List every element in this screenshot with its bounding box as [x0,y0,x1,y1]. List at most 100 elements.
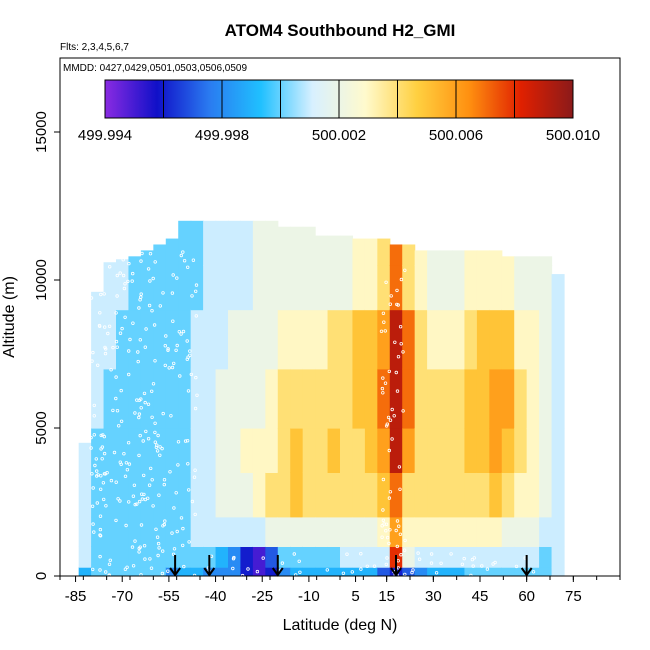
heatmap-cell [165,309,179,370]
heatmap-cell [140,265,154,311]
sample-point [359,567,363,571]
sample-point [381,311,386,315]
heatmap-cell [277,546,291,568]
heatmap-cell [377,567,391,576]
sample-point [116,424,121,428]
heatmap-cell [228,428,242,473]
sample-point [153,359,157,363]
sample-point [172,506,176,510]
heatmap-cell [476,516,490,547]
sample-point [179,332,183,336]
heatmap-cell [551,567,565,576]
sample-point [145,496,150,500]
sample-point [101,481,106,485]
heatmap-cell [501,516,515,547]
heatmap-cell [501,256,515,266]
heatmap-cell [252,546,266,568]
heatmap-cell [165,428,179,473]
heatmap-cell [78,442,92,473]
heatmap-cell [228,220,242,266]
x-tick-label: 15 [378,588,395,605]
heatmap-cell [439,309,453,370]
sample-point [98,568,102,572]
sample-point [161,291,165,295]
heatmap-cell [489,567,503,576]
heatmap-cell [140,368,154,429]
sample-point [99,292,103,297]
sample-point [410,570,414,575]
heatmap-cell [116,368,130,429]
sample-point [388,490,393,494]
sample-point [107,573,111,576]
heatmap-cell [352,238,366,266]
sample-point [394,528,398,533]
x-tick-label: -25 [251,588,273,605]
heatmap-cell [414,309,428,370]
heatmap-cell [190,567,204,576]
flight-arrow-head [169,567,181,577]
heatmap-cell [551,309,565,370]
sample-point [98,487,103,491]
sample-point [103,472,107,476]
sample-point [115,409,120,413]
heatmap-cell [489,516,503,547]
flight-arrows [169,555,533,577]
heatmap-cell [340,546,354,568]
sample-point [280,561,285,565]
heatmap-cell [103,472,117,518]
heatmap-cell [352,265,366,311]
sample-point [149,389,154,393]
heatmap-cell [140,250,154,266]
heatmap-cell [427,265,441,311]
heatmap-cell [327,428,341,473]
heatmap-cell [165,472,179,518]
x-tick-label: 75 [565,588,582,605]
chart-title: ATOM4 Southbound H2_GMI [225,21,456,40]
sample-point [297,559,301,563]
x-tick-label: -70 [111,588,133,605]
sample-point [107,265,112,269]
heatmap-cell [140,472,154,518]
sample-point [161,524,165,528]
sample-point [395,519,400,523]
heatmap-cell [116,567,130,576]
heatmap-cell [489,428,503,473]
sample-point [160,571,165,576]
sample-point [514,564,519,569]
sample-point [137,306,141,310]
heatmap-cell [464,546,478,568]
heatmap-cell [228,546,242,568]
heatmap-cell [190,368,204,429]
heatmap-cell [103,546,117,568]
heatmap-cell [91,546,105,568]
heatmap-cell [377,516,391,547]
sample-point [167,366,171,370]
heatmap-cell [215,428,229,473]
heatmap-cell [178,309,192,370]
heatmap-cell [315,368,329,429]
heatmap-cell [389,244,403,266]
sample-point [192,475,197,479]
heatmap-cell [352,516,366,547]
heatmap-cell [240,309,254,370]
sample-point [89,296,94,300]
heatmap-cell [539,428,553,473]
heatmap-cell [240,428,254,473]
heatmap-cell [452,309,466,370]
heatmap-cell [476,567,490,576]
sample-point [399,342,403,346]
heatmap-cell [464,428,478,473]
sample-point [187,540,191,544]
sample-point [128,337,132,342]
sample-point [133,539,137,543]
sample-point [152,323,157,327]
heatmap-cell [377,546,391,568]
heatmap-cell [340,472,354,518]
sample-point [177,330,181,334]
heatmap-cell [265,516,279,547]
heatmap-cell [277,368,291,429]
sample-point [387,369,391,374]
heatmap-cell [526,567,540,576]
sample-point [116,497,120,501]
sample-point [181,526,185,531]
